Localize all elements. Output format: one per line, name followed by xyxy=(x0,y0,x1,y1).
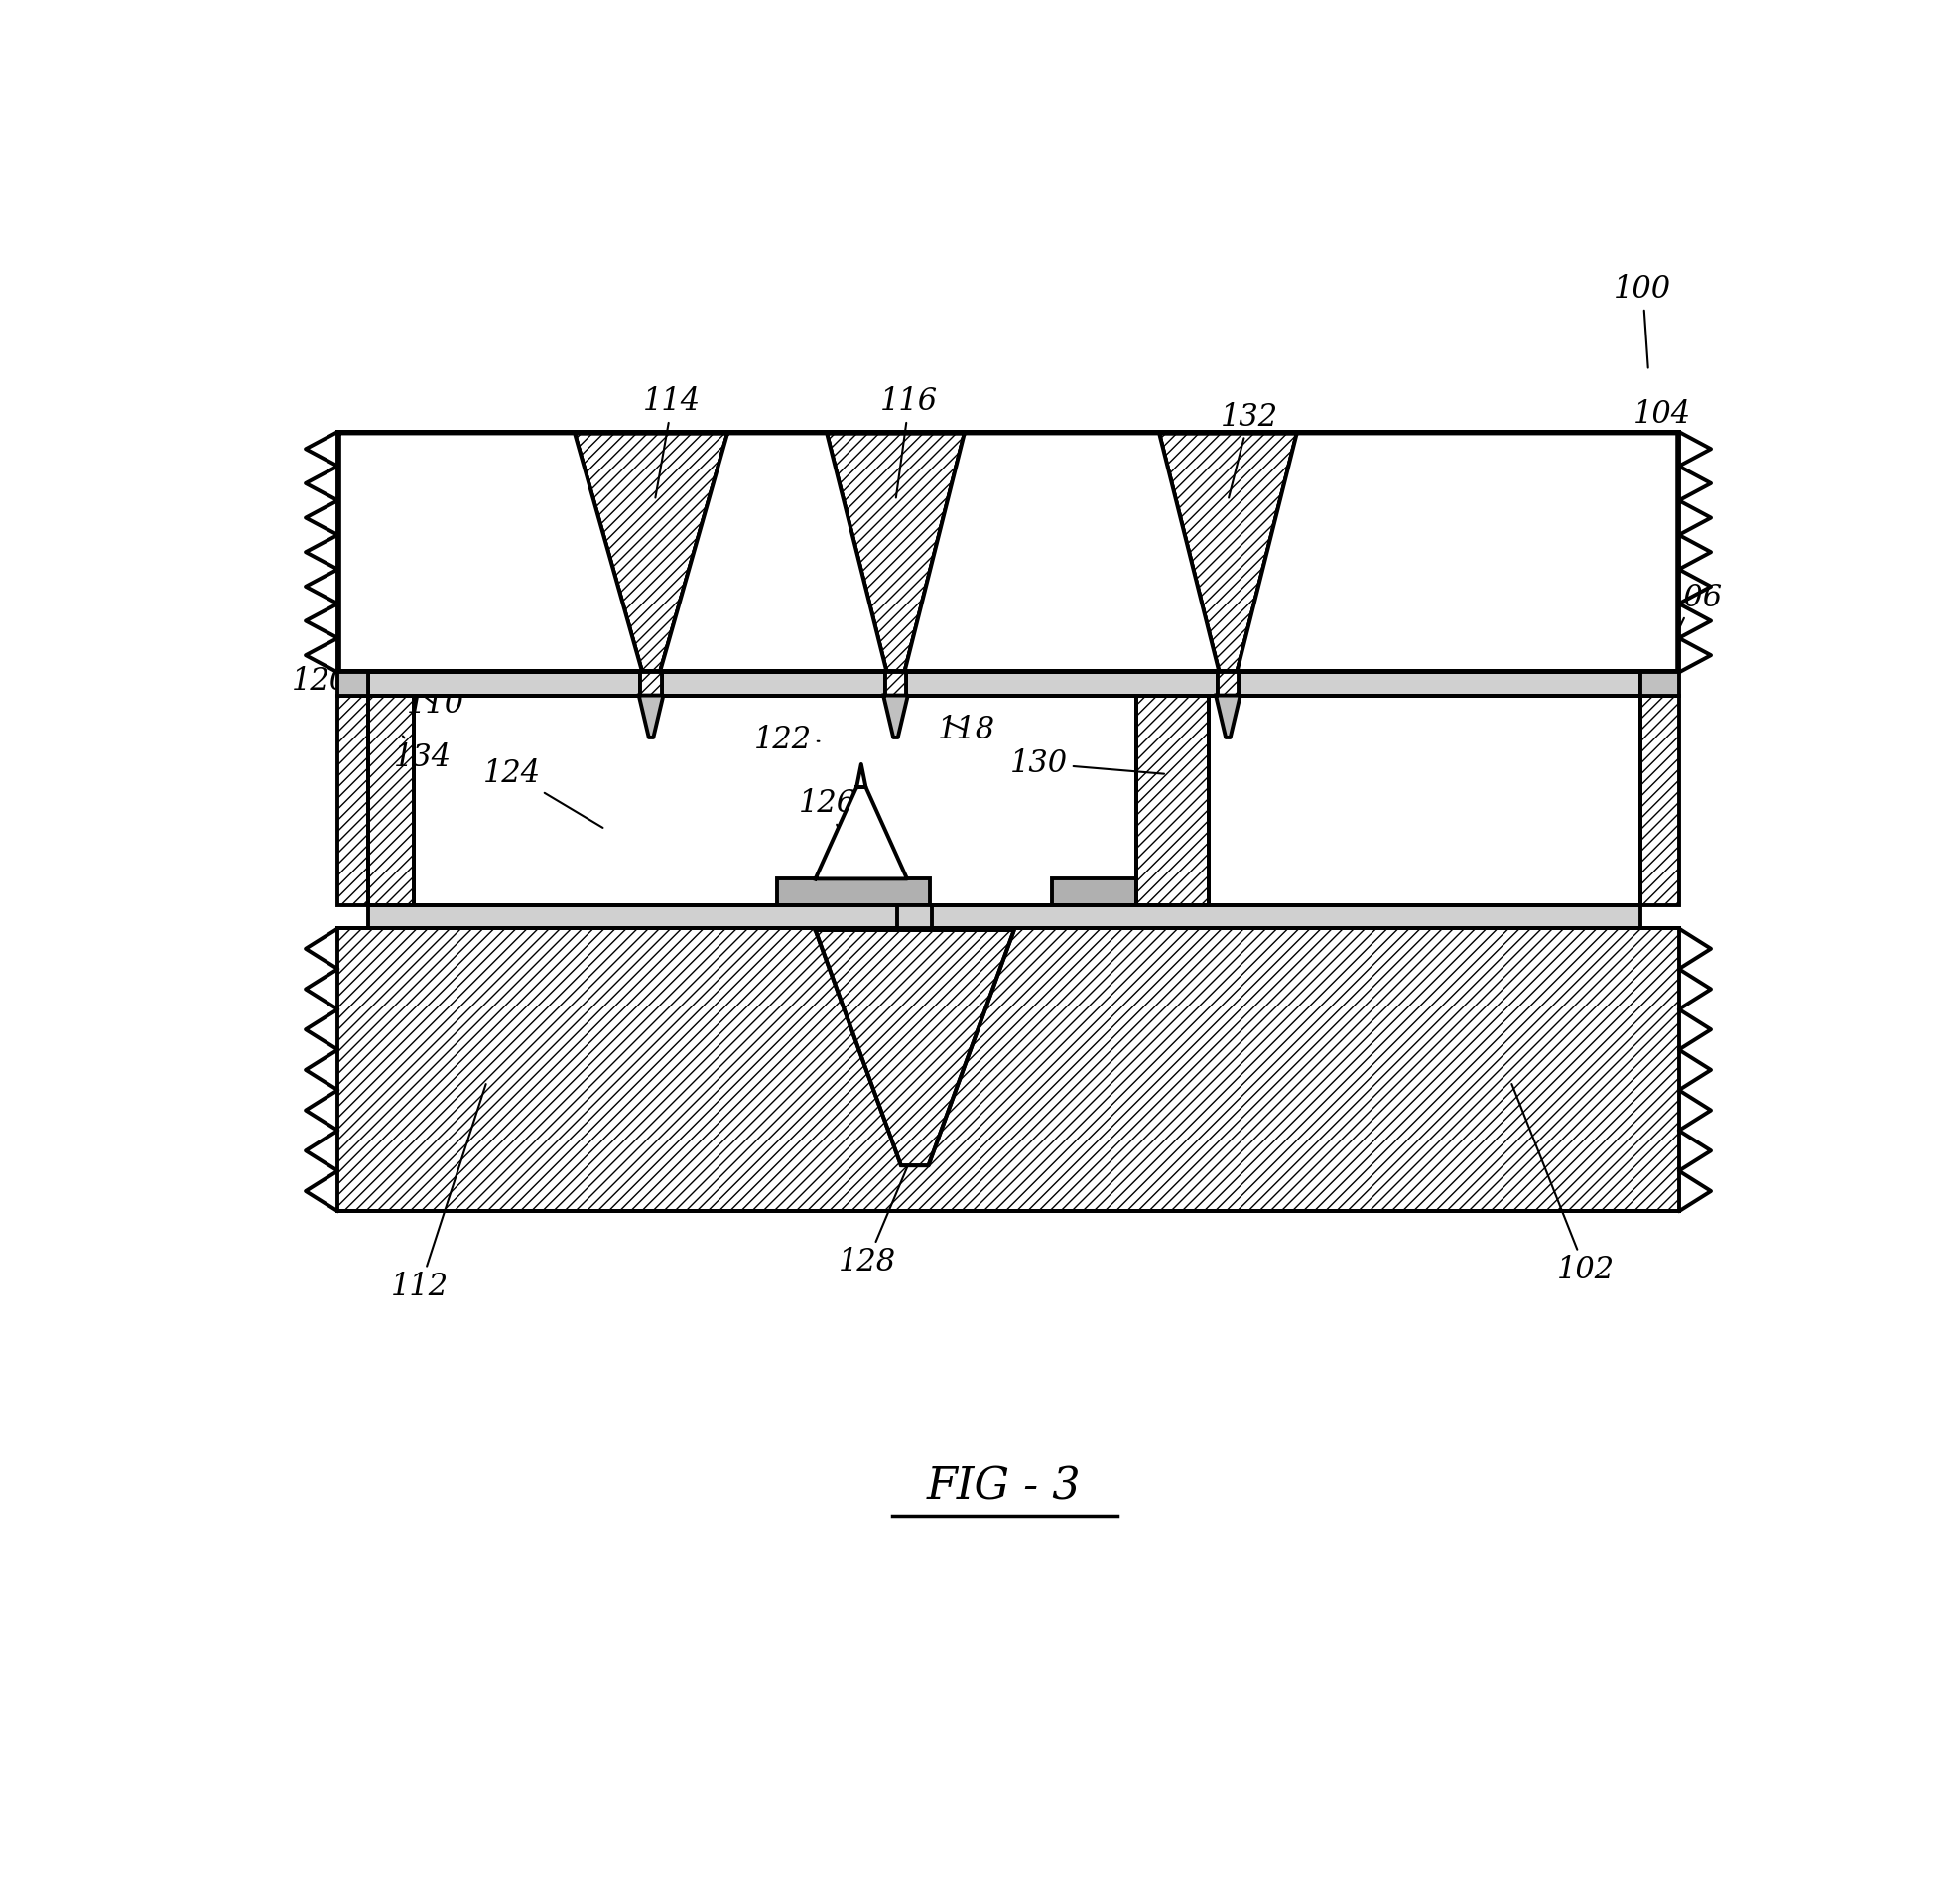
Bar xyxy=(1641,695,1680,905)
Polygon shape xyxy=(1215,695,1241,738)
Bar xyxy=(1209,695,1641,905)
Text: FIG - 3: FIG - 3 xyxy=(927,1465,1082,1508)
Polygon shape xyxy=(639,695,662,738)
Bar xyxy=(662,672,884,695)
Text: 108: 108 xyxy=(400,657,457,689)
Polygon shape xyxy=(815,787,907,879)
Bar xyxy=(778,879,929,905)
Polygon shape xyxy=(815,930,1013,1166)
Text: 124: 124 xyxy=(482,759,604,828)
Polygon shape xyxy=(1237,434,1678,670)
Text: 130: 130 xyxy=(1009,747,1164,779)
Text: 106: 106 xyxy=(1660,582,1723,667)
Bar xyxy=(906,672,1217,695)
Polygon shape xyxy=(661,434,886,670)
Text: 112: 112 xyxy=(392,1084,486,1301)
Text: 120: 120 xyxy=(292,667,368,697)
Bar xyxy=(641,672,662,695)
Bar xyxy=(368,695,414,905)
Bar xyxy=(1641,672,1680,695)
Text: 132: 132 xyxy=(1221,402,1278,498)
Polygon shape xyxy=(574,434,727,670)
Text: 118: 118 xyxy=(937,716,996,746)
Bar xyxy=(884,672,906,695)
Text: 110: 110 xyxy=(406,689,465,719)
Text: 122: 122 xyxy=(755,725,819,755)
Bar xyxy=(1053,879,1137,905)
Polygon shape xyxy=(827,434,964,670)
Text: 134: 134 xyxy=(394,736,451,774)
Polygon shape xyxy=(339,434,643,670)
Bar xyxy=(337,672,368,695)
Polygon shape xyxy=(884,695,907,738)
Bar xyxy=(898,905,933,928)
Bar xyxy=(1217,672,1239,695)
Polygon shape xyxy=(906,434,1219,670)
Bar xyxy=(1137,695,1209,905)
Text: 126: 126 xyxy=(798,789,860,877)
Text: 104: 104 xyxy=(1574,398,1691,460)
Text: 102: 102 xyxy=(1511,1084,1615,1286)
Bar xyxy=(337,928,1680,1211)
Bar xyxy=(414,695,1137,905)
Bar xyxy=(368,905,1641,928)
Text: 128: 128 xyxy=(839,1134,921,1277)
Polygon shape xyxy=(857,764,866,787)
Bar xyxy=(1239,672,1641,695)
Bar xyxy=(337,695,368,905)
Text: 114: 114 xyxy=(643,387,702,498)
Bar xyxy=(368,672,641,695)
Polygon shape xyxy=(1158,434,1298,670)
Text: 116: 116 xyxy=(880,387,939,498)
Bar xyxy=(337,432,1680,672)
Text: 100: 100 xyxy=(1613,274,1672,368)
